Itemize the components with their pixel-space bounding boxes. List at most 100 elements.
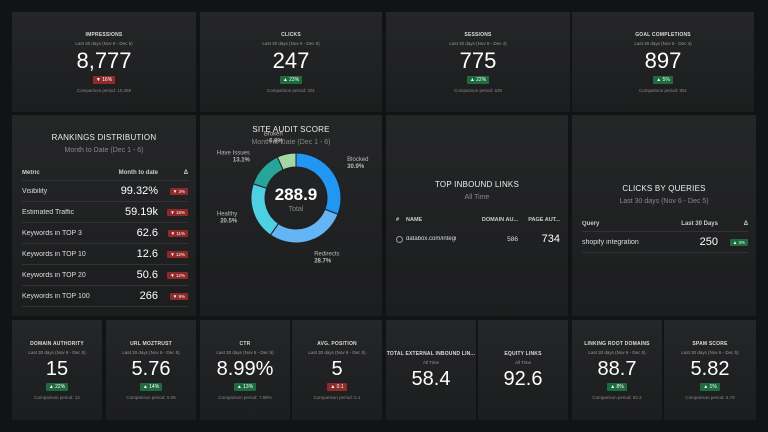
site-audit-panel: SITE AUDIT SCORE Month to Date (Dec 1 - 6… xyxy=(200,115,382,316)
comparison: Comparison period: 201 xyxy=(266,87,316,93)
tile-period: Last 30 days (Nov 6 - Dec 5) xyxy=(216,349,274,355)
kpi-tile: DOMAIN AUTHORITY Last 30 days (Nov 6 - De… xyxy=(12,320,102,420)
kpi-tile: URL MOZTRUST Last 30 days (Nov 6 - Dec 5)… xyxy=(106,320,196,420)
change-badge: ▲ 1% xyxy=(700,382,720,391)
delta-cell: ▼ 3% xyxy=(158,187,188,195)
inbound-links-panel: TOP INBOUND LINKS All Time # NAME DOMAIN AU.… xyxy=(386,115,568,316)
tile-title: DOMAIN AUTHORITY xyxy=(30,340,84,347)
segment-label: 20.5% xyxy=(220,219,238,225)
kpi-tile: SESSIONS Last 30 days (Nov 6 - Dec 4) 775 ▲… xyxy=(386,12,570,112)
kpi-tile: EQUITY LINKS All Time 92.6 xyxy=(478,320,568,420)
column-header: Δ xyxy=(743,220,748,227)
segment-name: Blocked xyxy=(347,157,368,163)
clicks-by-queries-panel: CLICKS BY QUERIES Last 30 days (Nov 6 - D… xyxy=(572,115,756,316)
tile-value: 15 xyxy=(45,357,69,380)
change-badge: ▲ 22% xyxy=(45,382,69,391)
delta-cell: ▼ 11% xyxy=(158,229,188,237)
table-header: # NAME DOMAIN AU... PAGE AUT... xyxy=(396,212,560,227)
tile-title: CLICKS xyxy=(281,31,301,38)
tile-title: IMPRESSIONS xyxy=(85,31,123,38)
table: # NAME DOMAIN AU... PAGE AUT... databox.com/… xyxy=(396,212,560,251)
table-header: Query Last 30 Days Δ xyxy=(582,216,748,232)
comparison: Comparison period: 82.2 xyxy=(592,394,642,400)
tile-period: Last 30 days (Nov 6 - Dec 4) xyxy=(634,40,692,46)
table-row: Estimated Traffic 59.19k ▼ 16% xyxy=(22,202,188,223)
tile-period: Last 30 days (Nov 6 - Dec 5) xyxy=(122,349,180,355)
change-badge: ▼ 11% xyxy=(167,229,188,237)
comparison: Comparison period: 7.98% xyxy=(218,394,272,400)
tile-title: SPAM SCORE xyxy=(692,340,728,347)
panel-period: Month to Date (Dec 1 - 6) xyxy=(251,139,331,146)
tile-value: 8.99% xyxy=(216,357,274,380)
segment-name: Healthy xyxy=(217,212,237,218)
change-badge: ▲ 5% xyxy=(653,75,673,84)
panel-title: TOP INBOUND LINKS xyxy=(434,180,519,189)
domain-authority: 586 xyxy=(507,235,518,243)
comparison: Comparison period: 5.79 xyxy=(685,394,735,400)
change-badge: ▼ 12% xyxy=(167,271,188,279)
tile-period: All Time xyxy=(514,360,531,365)
metric-value: 59.19k xyxy=(124,206,158,218)
column-header: DOMAIN AU... xyxy=(481,216,518,223)
tile-period: Last 30 days (Nov 6 - Dec 5) xyxy=(75,40,133,46)
table-row: Visibility 99.32% ▼ 3% xyxy=(22,181,188,202)
metric-name: Keywords in TOP 20 xyxy=(22,271,86,279)
segment-name: Redirects xyxy=(314,251,339,257)
kpi-tile: CTR Last 30 days (Nov 6 - Dec 5) 8.99% ▲ 13… xyxy=(200,320,290,420)
column-header: Query xyxy=(582,220,600,227)
link-name: databox.com/integrations xyxy=(406,236,456,242)
change-badge: ▼ 16% xyxy=(167,208,188,216)
donut-segment xyxy=(276,152,297,171)
tile-title: SESSIONS xyxy=(464,31,492,38)
query-name: shopify integration xyxy=(582,238,639,246)
column-header: Δ xyxy=(183,169,188,176)
tile-value: 5 xyxy=(331,357,343,380)
metric-value: 62.6 xyxy=(136,227,158,239)
tile-title: CTR xyxy=(239,340,251,347)
comparison: Comparison period: 635 xyxy=(453,87,503,93)
metric-value: 12.6 xyxy=(136,248,158,260)
tile-value: 58.4 xyxy=(411,368,451,390)
metric-value: 99.32% xyxy=(120,185,158,197)
change-badge: ▲ 8% xyxy=(607,382,627,391)
comparison: Comparison period: 5.08 xyxy=(126,394,176,400)
table: Metric Month to date Δ Visibility 99.32% ▼ 3%… xyxy=(22,165,188,307)
column-header: Last 30 Days xyxy=(681,220,718,227)
panel-period: Month to Date (Dec 1 - 6) xyxy=(64,147,144,154)
segment-name: Have Issues xyxy=(217,151,250,157)
metric-value: 50.6 xyxy=(136,269,158,281)
segment-label: 28.7% xyxy=(314,258,332,264)
change-badge: ▲ 3% xyxy=(729,238,748,246)
change-badge: ▲ 0.1 xyxy=(327,382,347,391)
tile-value: 775 xyxy=(459,47,497,73)
tile-period: Last 30 days (Nov 6 - Dec 5) xyxy=(262,40,320,46)
tile-period: Last 30 days (Nov 6 - Dec 4) xyxy=(449,40,507,46)
donut-total-label: Total xyxy=(289,206,304,213)
segment-name: Broken xyxy=(264,131,283,137)
segment-label: 13.1% xyxy=(233,158,251,164)
column-header: # xyxy=(396,216,400,223)
tile-value: 5.82 xyxy=(690,357,730,380)
delta-cell: ▼ 12% xyxy=(158,271,188,279)
table-row: Keywords in TOP 3 62.6 ▼ 11% xyxy=(22,223,188,244)
table-row: shopify integration 250 ▲ 3% xyxy=(582,232,748,253)
kpi-tile: CLICKS Last 30 days (Nov 6 - Dec 5) 247 ▲ 2… xyxy=(200,12,382,112)
table-row: Keywords in TOP 20 50.6 ▼ 12% xyxy=(22,265,188,286)
metric-name: Visibility xyxy=(22,187,48,195)
delta-cell: ▼ 12% xyxy=(158,250,188,258)
tile-period: Last 30 days (Nov 6 - Dec 5) xyxy=(308,349,366,355)
metric-name: Keywords in TOP 3 xyxy=(22,229,82,237)
comparison: Comparison period: 12 xyxy=(34,394,80,400)
column-header: PAGE AUT... xyxy=(528,216,560,223)
metric-value: 266 xyxy=(139,290,158,302)
change-badge: ▼ 16% xyxy=(92,75,116,84)
tile-value: 92.6 xyxy=(503,368,543,390)
kpi-tile: AVG. POSITION Last 30 days (Nov 6 - Dec 5… xyxy=(292,320,382,420)
comparison: Comparison period: 10,465 xyxy=(76,87,132,93)
donut-total: 288.9 xyxy=(275,185,318,204)
tile-period: All Time xyxy=(422,360,439,365)
link-icon xyxy=(396,235,403,243)
column-header: Metric xyxy=(22,169,40,176)
